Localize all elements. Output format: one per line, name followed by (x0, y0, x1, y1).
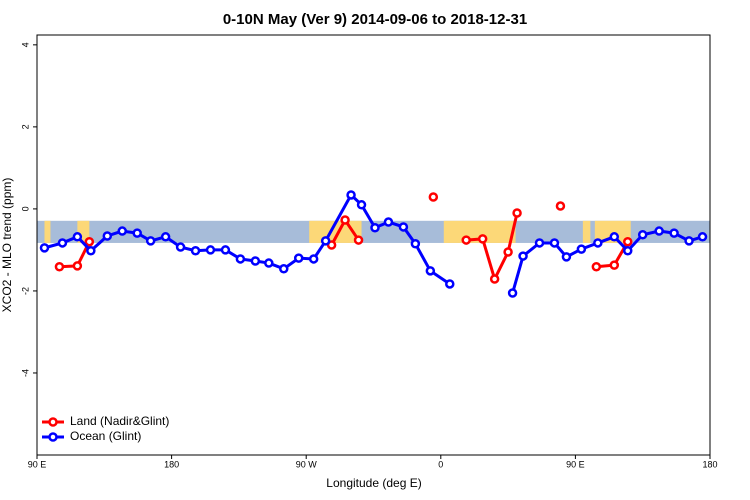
data-point (398, 222, 409, 232)
data-point (383, 217, 394, 227)
data-point (576, 244, 587, 254)
data-point (132, 228, 142, 238)
data-point (370, 223, 380, 233)
y-tick-label: 0 (20, 206, 30, 211)
plot-frame (36, 34, 711, 456)
data-point (622, 236, 633, 247)
data-point (561, 252, 572, 262)
data-point (326, 240, 337, 250)
x-tick-label: 180 (164, 459, 179, 469)
data-point (356, 200, 367, 210)
data-point (190, 245, 201, 256)
data-point (340, 215, 350, 225)
data-point (102, 231, 113, 241)
data-point (637, 229, 648, 240)
data-point (72, 261, 83, 271)
data-point (145, 236, 156, 246)
data-point (477, 234, 488, 244)
data-point (235, 254, 246, 264)
data-point (39, 243, 50, 253)
data-point (320, 236, 331, 246)
legend-label: Ocean (Glint) (70, 429, 141, 443)
chart-title: 0-10N May (Ver 9) 2014-09-06 to 2018-12-… (223, 11, 527, 28)
data-point (507, 288, 518, 298)
land-patch (443, 220, 516, 243)
legend-label: Land (Nadir&Glint) (70, 414, 169, 428)
y-axis-label: XCO2 - MLO trend (ppm) (0, 178, 14, 313)
x-tick-label: 180 (702, 459, 717, 469)
data-point (609, 260, 620, 270)
data-point (555, 201, 566, 211)
data-point (609, 232, 620, 242)
data-point (697, 232, 708, 242)
land-patch (594, 220, 631, 243)
x-axis-label: Longitude (deg E) (326, 476, 421, 490)
data-point (117, 226, 127, 236)
data-point (346, 190, 356, 200)
data-point (353, 235, 364, 245)
series-line (44, 192, 703, 294)
data-point (308, 254, 319, 264)
data-point (425, 266, 436, 276)
data-point (503, 247, 513, 257)
data-point (461, 235, 471, 245)
x-tick-label: 90 W (296, 459, 318, 469)
land-patch (582, 220, 591, 243)
x-tick-label: 0 (438, 459, 443, 469)
land-patch (44, 220, 51, 243)
land-patch (77, 220, 90, 243)
data-point (86, 245, 96, 256)
data-point (591, 261, 602, 272)
y-tick-label: -4 (20, 369, 30, 377)
data-point (669, 228, 679, 238)
data-point (160, 232, 171, 242)
y-tick-label: 4 (20, 42, 30, 47)
data-point (84, 236, 95, 247)
data-point (293, 253, 304, 263)
data-point (512, 208, 522, 218)
x-tick-label: 90 E (28, 459, 47, 469)
data-point (410, 239, 421, 249)
data-point (684, 236, 694, 246)
x-tick-label: 90 E (566, 459, 585, 469)
data-point (489, 274, 500, 284)
data-point (57, 238, 68, 248)
data-point (654, 226, 664, 236)
data-point (534, 238, 545, 248)
data-point (279, 264, 289, 274)
data-point (250, 256, 261, 266)
data-point (205, 245, 216, 255)
data-point (593, 238, 603, 248)
data-point (220, 245, 231, 255)
data-point (549, 238, 560, 248)
data-point (54, 261, 65, 272)
legend-marker (48, 417, 58, 427)
y-tick-label: -2 (20, 287, 30, 295)
legend-marker (48, 432, 58, 442)
data-point (428, 192, 439, 202)
data-point (445, 279, 455, 289)
data-point (264, 258, 274, 268)
data-point (72, 232, 83, 242)
y-tick-label: 2 (20, 124, 30, 129)
data-point (518, 251, 528, 261)
data-point (175, 242, 186, 252)
data-point (622, 245, 633, 256)
